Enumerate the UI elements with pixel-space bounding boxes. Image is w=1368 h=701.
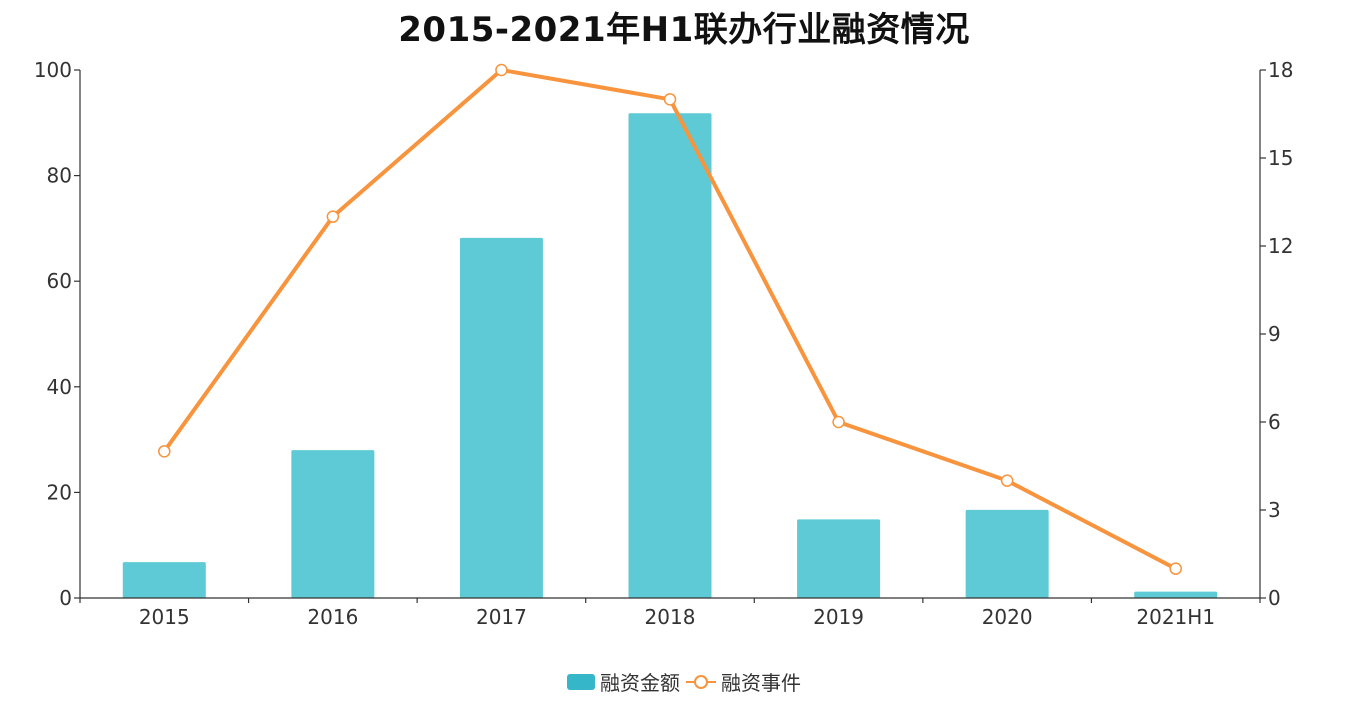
y-left-tick-label: 80 (47, 164, 72, 188)
bar-2018 (628, 113, 712, 599)
bar-2015 (122, 562, 206, 598)
x-tick-label: 2016 (307, 605, 358, 629)
x-tick-label: 2019 (813, 605, 864, 629)
legend-label-line: 融资事件 (721, 671, 801, 695)
y-left-tick-label: 60 (47, 269, 72, 293)
line-point-2020 (1000, 474, 1014, 487)
y-left-tick-label: 100 (34, 58, 72, 82)
legend-bar-swatch (567, 673, 595, 690)
bar-2016 (291, 450, 375, 598)
y-right-tick-label: 15 (1268, 146, 1293, 170)
bar-2017 (459, 237, 543, 599)
bar-2019 (797, 519, 881, 598)
bar-2020 (965, 509, 1049, 598)
legend-item-line[interactable]: 融资事件 (686, 667, 801, 696)
y-right-tick-label: 3 (1268, 498, 1281, 522)
line-point-2021h1 (1169, 562, 1182, 575)
chart-title: 2015-2021年H1联办行业融资情况 (398, 10, 970, 50)
y-left-tick-label: 20 (47, 480, 72, 504)
line-point-2019 (832, 415, 845, 429)
line-point-2018 (663, 93, 677, 106)
y-left-tick-label: 0 (59, 586, 72, 610)
y-right-tick-label: 12 (1268, 234, 1293, 258)
y-right-tick-label: 0 (1268, 586, 1281, 610)
line-point-2017 (495, 63, 508, 77)
y-right-tick-label: 9 (1268, 322, 1281, 346)
x-tick-label: 2018 (645, 605, 696, 629)
y-left-tick-label: 40 (47, 375, 72, 399)
x-tick-label: 2020 (982, 605, 1033, 629)
y-right-tick-label: 6 (1268, 410, 1281, 434)
legend-item-bar[interactable]: 融资金额 (567, 667, 680, 696)
legend-label-bar: 融资金额 (600, 671, 680, 695)
y-right-tick-label: 18 (1268, 58, 1293, 82)
x-tick-label: 2021H1 (1136, 605, 1215, 629)
line-point-2016 (326, 210, 340, 223)
x-tick-label: 2017 (476, 605, 527, 629)
line-point-2015 (158, 445, 171, 458)
bar-2021h1 (1134, 591, 1218, 598)
legend: 融资金额 融资事件 (0, 667, 1368, 696)
legend-line-swatch (686, 674, 716, 690)
x-tick-label: 2015 (139, 605, 190, 629)
